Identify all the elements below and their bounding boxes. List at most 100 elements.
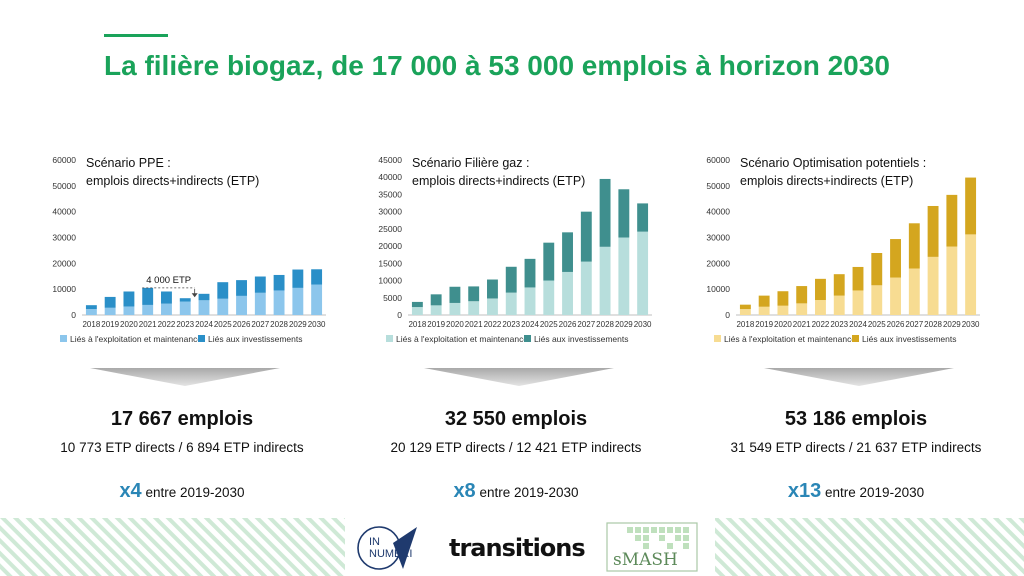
chart-caption: Scénario PPE : emplois directs+indirects… [86, 154, 259, 190]
x-tick-label: 2021 [465, 320, 483, 329]
x-tick-label: 2021 [793, 320, 811, 329]
bar-segment [637, 231, 649, 315]
legend-label: Liés aux investissements [534, 334, 629, 344]
y-tick-label: 50000 [52, 181, 76, 191]
x-tick-label: 2024 [195, 320, 213, 329]
x-tick-label: 2020 [120, 320, 138, 329]
multiplier-ppe: x4 entre 2019-2030 [22, 480, 342, 503]
y-tick-label: 45000 [378, 155, 402, 165]
smash-logo: sMASH [606, 522, 698, 572]
logo-numeri-line2: NUMERI [369, 548, 412, 560]
x-tick-label: 2022 [812, 320, 830, 329]
legend-swatch [524, 335, 531, 342]
bar-segment [217, 282, 229, 299]
x-tick-label: 2030 [308, 320, 326, 329]
legend-swatch [852, 335, 859, 342]
legend-label: Liés à l'exploitation et maintenance [70, 334, 202, 344]
multiplier-period: entre 2019-2030 [145, 485, 245, 500]
total-jobs-gaz: 32 550 emplois [444, 408, 588, 430]
annotation-arrowhead [191, 293, 198, 298]
y-tick-label: 60000 [52, 155, 76, 165]
chart-caption-line2: emplois directs+indirects (ETP) [412, 174, 586, 188]
bar-segment [739, 309, 751, 315]
bar-segment [946, 194, 958, 247]
jobs-detail-gaz: 20 129 ETP directs / 12 421 ETP indirect… [390, 440, 642, 455]
title-accent-rule [104, 34, 168, 37]
bar-segment [852, 290, 864, 315]
total-jobs-ppe: 17 667 emplois [110, 408, 254, 430]
bar-segment [796, 286, 808, 304]
bar-segment [198, 293, 210, 301]
bar-segment [254, 276, 266, 293]
legend-label: Liés aux investissements [862, 334, 957, 344]
bar-segment [927, 205, 939, 257]
chart-caption-line1: Scénario Optimisation potentiels : [740, 156, 927, 170]
legend-label: Liés à l'exploitation et maintenance [396, 334, 528, 344]
annotation-label: 4 000 ETP [146, 275, 191, 286]
x-tick-label: 2018 [408, 320, 426, 329]
bar-segment [758, 295, 770, 307]
chart-caption-line2: emplois directs+indirects (ETP) [86, 174, 260, 188]
bar-segment [411, 301, 423, 308]
bar-segment [85, 305, 97, 310]
logo-smash-text: sMASH [613, 550, 678, 570]
bar-segment [618, 189, 630, 238]
bar-segment [908, 268, 920, 315]
bar-segment [430, 305, 442, 315]
bar-segment [599, 178, 611, 247]
y-tick-label: 20000 [378, 241, 402, 251]
x-tick-label: 2022 [484, 320, 502, 329]
bar-segment [430, 294, 442, 306]
y-tick-label: 30000 [706, 233, 730, 243]
bar-segment [487, 279, 498, 299]
legend-swatch [60, 335, 67, 342]
chart-caption-line1: Scénario PPE : [86, 156, 171, 170]
bar-segment [161, 303, 172, 315]
y-tick-label: 30000 [52, 233, 76, 243]
down-arrow-icon [424, 368, 614, 386]
x-tick-label: 2029 [615, 320, 633, 329]
bar-segment [292, 287, 304, 315]
x-tick-label: 2022 [158, 320, 176, 329]
y-tick-label: 0 [725, 310, 730, 320]
x-tick-label: 2023 [830, 320, 848, 329]
y-tick-label: 25000 [378, 224, 402, 234]
y-tick-label: 0 [397, 310, 402, 320]
bar-segment [599, 246, 611, 315]
x-tick-label: 2030 [962, 320, 980, 329]
multiplier-gaz: x8 entre 2019-2030 [356, 480, 676, 503]
down-arrow-icon [764, 368, 954, 386]
x-tick-label: 2018 [82, 320, 100, 329]
bar-segment [161, 291, 172, 304]
bar-segment [505, 266, 517, 293]
bar-segment [927, 256, 939, 315]
bar-segment [580, 211, 592, 262]
y-tick-label: 0 [71, 310, 76, 320]
bar-segment [142, 304, 154, 315]
y-tick-label: 30000 [378, 207, 402, 217]
chart-optimisation: 0 10000 20000 30000 40000 50000 60000 2018 2019 2… [684, 150, 984, 365]
y-tick-label: 15000 [378, 258, 402, 268]
x-tick-label: 2027 [905, 320, 923, 329]
total-jobs-optimisation: 53 186 emplois [784, 408, 928, 430]
bar-segment [580, 261, 592, 315]
x-tick-label: 2024 [849, 320, 867, 329]
bar-segment [179, 301, 191, 315]
bar-segment [637, 203, 649, 232]
bar-segment [562, 271, 573, 315]
y-tick-label: 10000 [706, 284, 730, 294]
chart-plot: 0 5000 10000 15000 20000 25000 30000 35000 40000… [378, 155, 652, 344]
bar-segment [236, 295, 247, 315]
chart-caption: Scénario Optimisation potentiels : emplo… [740, 154, 926, 190]
bar-segment [236, 280, 247, 296]
chart-filiere-gaz: 0 5000 10000 15000 20000 25000 30000 35000 40000… [356, 150, 656, 365]
x-tick-label: 2020 [446, 320, 464, 329]
bar-segment [852, 266, 864, 291]
x-tick-label: 2025 [214, 320, 232, 329]
y-tick-label: 50000 [706, 181, 730, 191]
bar-segment [411, 307, 423, 315]
y-tick-label: 5000 [383, 293, 402, 303]
x-tick-label: 2019 [427, 320, 445, 329]
bar-segment [777, 305, 789, 315]
